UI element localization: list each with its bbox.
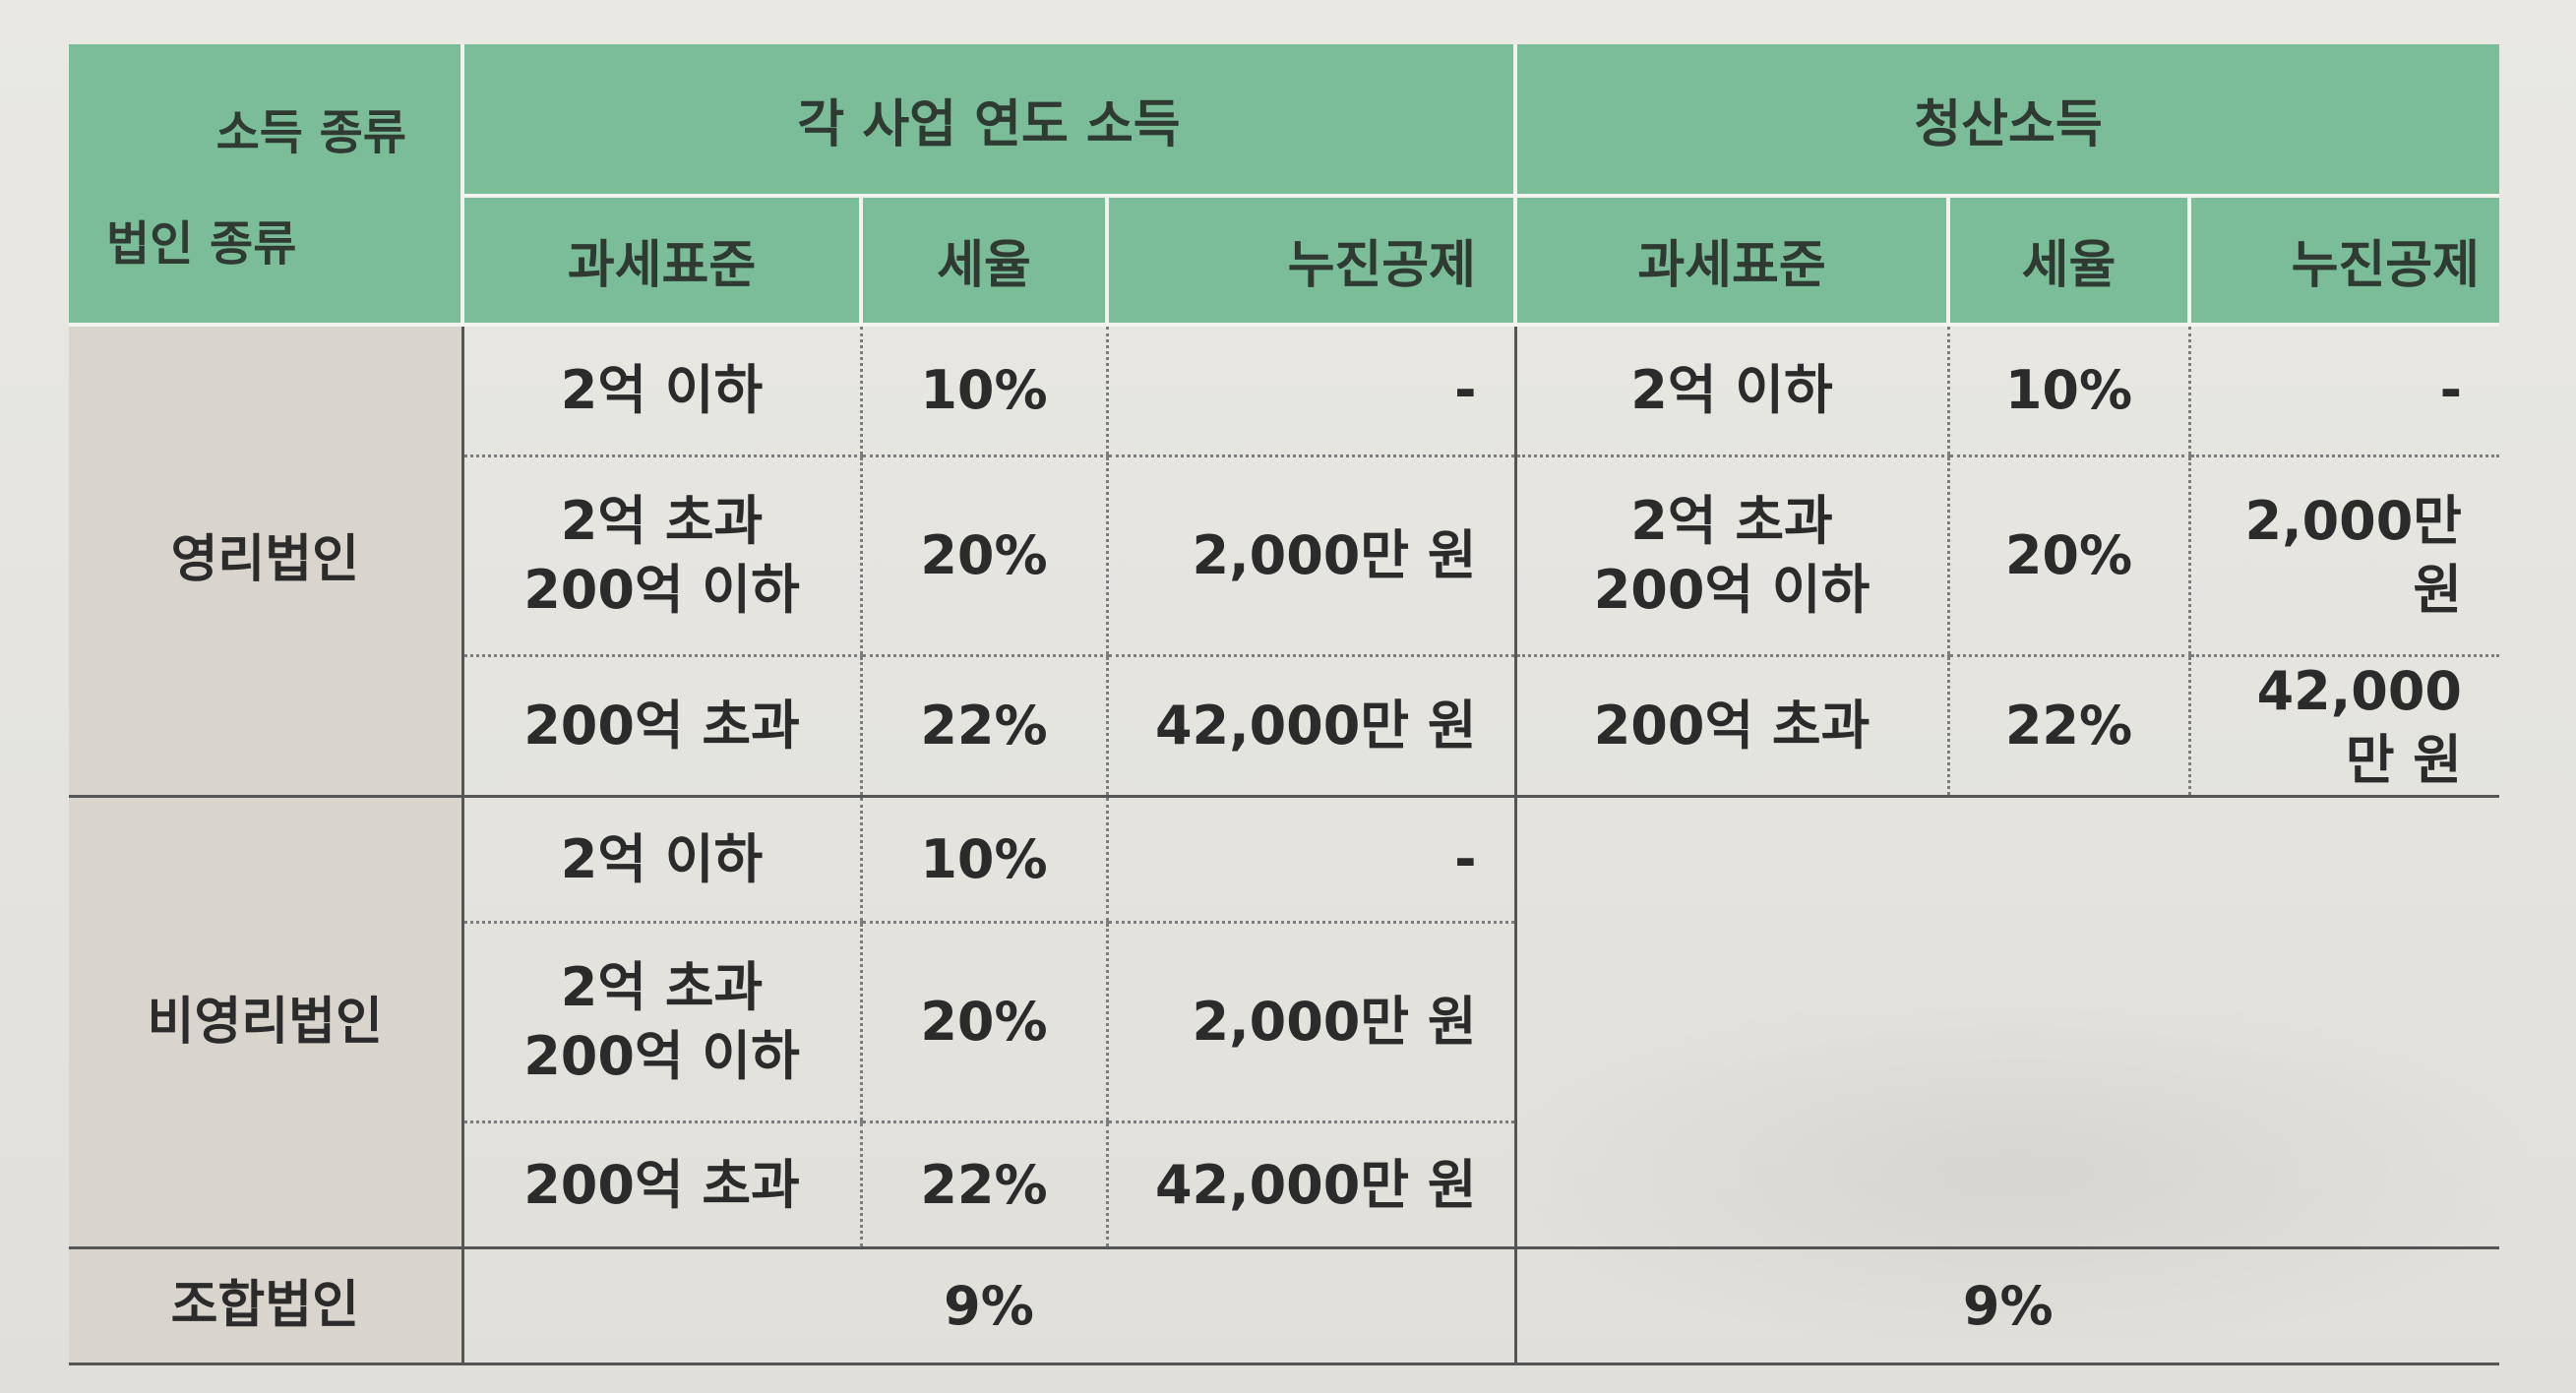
bracket-line: 2억 초과 xyxy=(1630,489,1833,552)
rate-header: 세율 xyxy=(859,196,1107,327)
rate-cell: 10% xyxy=(1946,325,2189,457)
bracket-line: 200억 이하 xyxy=(523,559,800,621)
tax-base-cell: 200억 초과 xyxy=(460,1121,861,1250)
tax-base-header: 과세표준 xyxy=(1513,196,1948,327)
deduction-header: 누진공제 xyxy=(2187,196,2499,327)
rate-cell: 22% xyxy=(1946,655,2189,799)
rate-cell: 22% xyxy=(859,1121,1107,1250)
rate-cell: 20% xyxy=(859,922,1107,1124)
tax-base-cell: 200억 초과 xyxy=(460,655,861,799)
deduction-cell: 2,000만 원 xyxy=(1105,922,1515,1124)
corporate-tax-rate-table: 소득 종류 법인 종류 각 사업 연도 소득 청산소득 과세표준 세율 누진공제… xyxy=(69,44,2499,1366)
rate-cell: 10% xyxy=(859,325,1107,457)
tax-base-cell: 2억 이하 xyxy=(460,796,861,925)
tax-base-cell: 2억 초과 200억 이하 xyxy=(460,455,861,657)
tax-base-cell: 2억 이하 xyxy=(1513,325,1948,457)
corner-header: 소득 종류 법인 종류 xyxy=(69,44,462,327)
tax-base-cell: 2억 초과 200억 이하 xyxy=(1513,455,1948,657)
bracket-line: 200억 이하 xyxy=(523,1025,800,1088)
deduction-cell: - xyxy=(1105,325,1515,457)
rate-header: 세율 xyxy=(1946,196,2189,327)
liquidation-blank-cell xyxy=(1513,796,2499,1250)
deduction-cell: 42,000만 원 xyxy=(2187,655,2499,799)
tax-base-header: 과세표준 xyxy=(460,196,861,327)
bracket-line: 2억 초과 xyxy=(560,956,764,1019)
rate-cell: 22% xyxy=(859,655,1107,799)
bracket-line: 200억 이하 xyxy=(1593,559,1871,621)
rate-cell: 20% xyxy=(1946,455,2189,657)
coop-annual-rate: 9% xyxy=(462,1247,1515,1366)
income-type-label: 소득 종류 xyxy=(215,105,406,160)
deduction-cell: - xyxy=(1105,796,1515,925)
deduction-cell: 2,000만 원 xyxy=(2187,455,2499,657)
deduction-cell: - xyxy=(2187,325,2499,457)
deduction-cell: 42,000만 원 xyxy=(1105,655,1515,799)
deduction-cell: 2,000만 원 xyxy=(1105,455,1515,657)
tax-base-cell: 200억 초과 xyxy=(1513,655,1948,799)
coop-liquidation-rate: 9% xyxy=(1513,1247,2499,1366)
deduction-cell: 42,000만 원 xyxy=(1105,1121,1515,1250)
corporation-type-label: 법인 종류 xyxy=(106,216,297,272)
tax-base-cell: 2억 초과 200억 이하 xyxy=(460,922,861,1124)
tax-base-cell: 2억 이하 xyxy=(460,325,861,457)
corp-non-profit: 비영리법인 xyxy=(69,796,464,1250)
annual-income-header: 각 사업 연도 소득 xyxy=(460,44,1515,198)
rate-cell: 10% xyxy=(859,796,1107,925)
rate-cell: 20% xyxy=(859,455,1107,657)
deduction-header: 누진공제 xyxy=(1105,196,1515,327)
corp-cooperative: 조합법인 xyxy=(69,1247,464,1366)
bracket-line: 2억 초과 xyxy=(560,489,764,552)
corp-for-profit: 영리법인 xyxy=(69,325,464,799)
liquidation-income-header: 청산소득 xyxy=(1513,44,2499,198)
